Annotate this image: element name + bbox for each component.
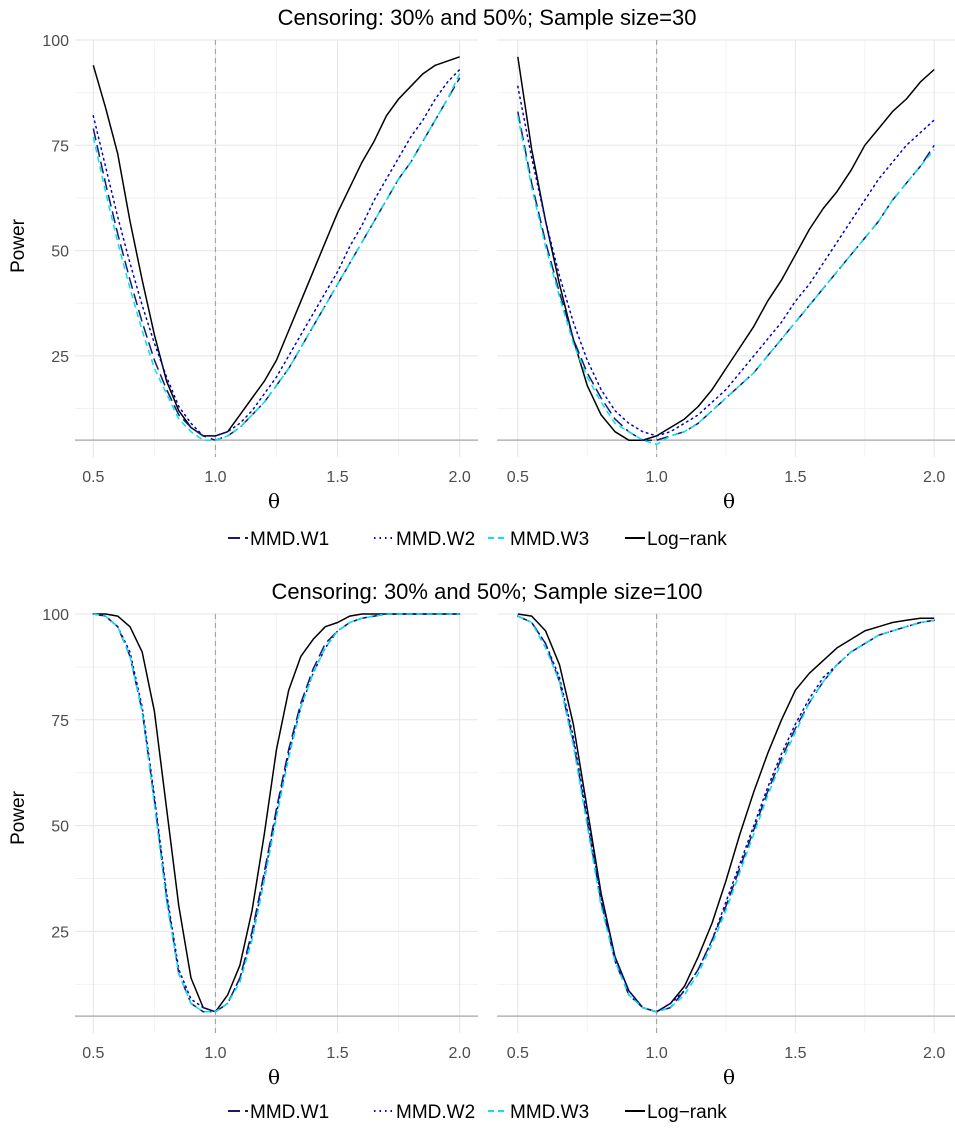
x-tick-label: 1.5	[784, 1045, 806, 1062]
legend-label: Log−rank	[647, 529, 727, 550]
x-tick-label: 2.0	[923, 469, 945, 486]
y-tick-label: 50	[51, 819, 69, 836]
bottom-right-panel: 0.5 1.0 1.5 2.0	[497, 613, 955, 1062]
top-right-panel: 0.5 1.0 1.5 2.0	[497, 39, 955, 486]
x-tick-label: 1.5	[784, 469, 806, 486]
legend-item: MMD.W1	[228, 529, 329, 550]
legend-label: MMD.W3	[510, 529, 589, 550]
series-lines	[517, 613, 935, 1013]
top-figure: Censoring: 30% and 50%; Sample size=30 0…	[8, 5, 955, 550]
x-tick-label: 0.5	[507, 1045, 529, 1062]
x-tick-labels: 0.5 1.0 1.5 2.0	[507, 1045, 946, 1062]
legend-item: MMD.W3	[488, 529, 589, 550]
bottom-figure: Censoring: 30% and 50%; Sample size=100 …	[8, 579, 955, 1123]
series-line-log-rank	[517, 613, 935, 1013]
x-tick-labels: 0.5 1.0 1.5 2.0	[507, 469, 946, 486]
y-tick-label: 25	[51, 924, 69, 941]
grid	[75, 613, 478, 1033]
legend-item: Log−rank	[625, 1102, 727, 1123]
grid	[75, 39, 478, 457]
y-tick-label: 100	[42, 33, 69, 50]
grid	[497, 39, 955, 457]
y-tick-label: 100	[42, 607, 69, 624]
series-line-mmd-w2	[517, 85, 935, 437]
legend-label: MMD.W1	[250, 1102, 329, 1123]
x-tick-label: 0.5	[82, 469, 104, 486]
bottom-right-x-axis-label: θ	[723, 1065, 735, 1089]
y-tick-labels: 25 50 75 100	[42, 607, 69, 941]
y-tick-labels: 25 50 75 100	[42, 33, 69, 366]
x-tick-labels: 0.5 1.0 1.5 2.0	[82, 1045, 471, 1062]
bottom-left-panel: 0.5 1.0 1.5 2.0 25 50 75 100	[42, 607, 478, 1062]
bottom-left-x-axis-label: θ	[268, 1065, 280, 1089]
legend-item: MMD.W1	[228, 1102, 329, 1123]
legend-item: MMD.W2	[374, 1102, 475, 1123]
x-tick-label: 1.5	[326, 469, 348, 486]
y-tick-label: 75	[51, 138, 69, 155]
legend-label: MMD.W3	[510, 1102, 589, 1123]
bottom-legend: MMD.W1 MMD.W2 MMD.W3 Log−rank	[228, 1102, 727, 1123]
legend-label: MMD.W1	[250, 529, 329, 550]
x-tick-label: 1.5	[326, 1045, 348, 1062]
series-line-mmd-w3	[517, 615, 935, 1013]
legend-label: MMD.W2	[396, 529, 475, 550]
top-left-panel: 0.5 1.0 1.5 2.0 25 50 75 100	[42, 33, 478, 486]
x-tick-label: 1.0	[204, 1045, 226, 1062]
series-lines	[92, 613, 461, 1013]
series-line-log-rank	[517, 56, 935, 441]
top-title: Censoring: 30% and 50%; Sample size=30	[278, 5, 697, 30]
bottom-title: Censoring: 30% and 50%; Sample size=100	[271, 579, 702, 604]
x-tick-label: 1.0	[204, 469, 226, 486]
series-line-log-rank	[92, 56, 460, 437]
series-lines	[517, 56, 935, 446]
x-tick-label: 2.0	[923, 1045, 945, 1062]
x-tick-label: 1.0	[645, 469, 667, 486]
x-tick-label: 0.5	[82, 1045, 104, 1062]
bottom-y-axis-label: Power	[8, 790, 29, 845]
series-lines	[92, 56, 461, 441]
y-tick-label: 25	[51, 349, 69, 366]
top-legend: MMD.W1 MMD.W2 MMD.W3 Log−rank	[228, 529, 727, 550]
x-tick-label: 1.0	[645, 1045, 667, 1062]
top-right-x-axis-label: θ	[723, 489, 735, 513]
legend-item: Log−rank	[625, 529, 727, 550]
x-tick-label: 2.0	[449, 469, 471, 486]
x-tick-label: 2.0	[449, 1045, 471, 1062]
series-line-mmd-w2	[92, 68, 461, 437]
legend-label: MMD.W2	[396, 1102, 475, 1123]
series-line-mmd-w2	[517, 615, 935, 1013]
grid	[497, 613, 955, 1033]
x-tick-labels: 0.5 1.0 1.5 2.0	[82, 469, 471, 486]
x-tick-label: 0.5	[507, 469, 529, 486]
legend-item: MMD.W2	[374, 529, 475, 550]
series-line-mmd-w3	[92, 73, 461, 441]
series-line-mmd-w3	[93, 613, 460, 1013]
y-tick-label: 50	[51, 244, 69, 261]
y-tick-label: 75	[51, 713, 69, 730]
legend-label: Log−rank	[647, 1102, 727, 1123]
series-line-mmd-w1	[517, 111, 935, 441]
top-y-axis-label: Power	[8, 218, 29, 273]
legend-item: MMD.W3	[488, 1102, 589, 1123]
top-left-x-axis-label: θ	[268, 489, 280, 513]
series-line-mmd-w3	[517, 115, 935, 446]
